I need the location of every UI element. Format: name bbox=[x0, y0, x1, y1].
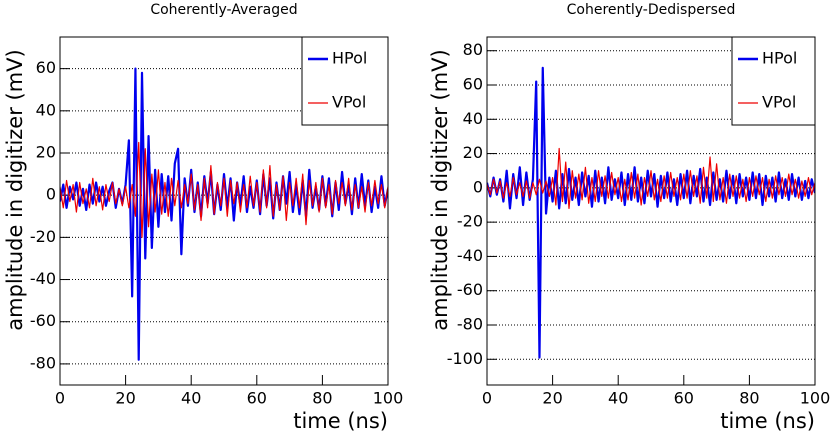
x-tick-label: 20 bbox=[542, 389, 562, 408]
y-tick-label: -60 bbox=[30, 311, 56, 330]
data-line bbox=[60, 141, 388, 238]
y-tick-label: 0 bbox=[46, 185, 56, 204]
data-line bbox=[487, 66, 815, 359]
y-axis-label: amplitude in digitizer (mV) bbox=[3, 49, 27, 330]
x-tick-label: 80 bbox=[739, 389, 759, 408]
plot-frame bbox=[486, 36, 816, 386]
legend-box bbox=[301, 36, 389, 126]
data-line bbox=[487, 147, 815, 210]
x-tick-label: 40 bbox=[181, 389, 201, 408]
y-tick-label: 20 bbox=[463, 143, 483, 162]
chart-title: Coherently-Dedispersed bbox=[567, 2, 736, 18]
x-tick-label: 100 bbox=[373, 389, 404, 408]
y-axis-label: amplitude in digitizer (mV) bbox=[428, 49, 452, 330]
y-tick-label: -20 bbox=[30, 227, 56, 246]
y-tick-label: 40 bbox=[36, 100, 56, 119]
y-tick-label: -20 bbox=[457, 212, 483, 231]
chart-title: Coherently-Averaged bbox=[150, 2, 297, 18]
x-tick-label: 20 bbox=[115, 389, 135, 408]
y-tick-label: 40 bbox=[463, 109, 483, 128]
legend-box bbox=[731, 36, 816, 126]
x-axis-label: time (ns) bbox=[720, 409, 815, 433]
x-tick-label: 40 bbox=[608, 389, 628, 408]
y-tick-label: -100 bbox=[447, 349, 483, 368]
x-tick-label: 0 bbox=[482, 389, 492, 408]
y-tick-label: -80 bbox=[457, 315, 483, 334]
x-tick-label: 60 bbox=[674, 389, 694, 408]
y-tick-label: 0 bbox=[473, 177, 483, 196]
x-axis-label: time (ns) bbox=[293, 409, 388, 433]
x-tick-label: 80 bbox=[312, 389, 332, 408]
legend-label: HPol bbox=[332, 49, 367, 68]
x-tick-label: 100 bbox=[800, 389, 831, 408]
y-tick-label: -40 bbox=[457, 246, 483, 265]
plot-frame bbox=[59, 36, 389, 386]
legend-label: VPol bbox=[762, 93, 796, 112]
y-tick-label: -60 bbox=[457, 280, 483, 299]
y-tick-label: 60 bbox=[36, 58, 56, 77]
legend-label: HPol bbox=[762, 49, 797, 68]
y-tick-label: 60 bbox=[463, 75, 483, 94]
x-tick-label: 60 bbox=[247, 389, 267, 408]
y-tick-label: -40 bbox=[30, 269, 56, 288]
x-tick-label: 0 bbox=[55, 389, 65, 408]
y-tick-label: 20 bbox=[36, 143, 56, 162]
y-tick-label: -80 bbox=[30, 353, 56, 372]
y-tick-label: 80 bbox=[463, 40, 483, 59]
legend-label: VPol bbox=[332, 93, 366, 112]
